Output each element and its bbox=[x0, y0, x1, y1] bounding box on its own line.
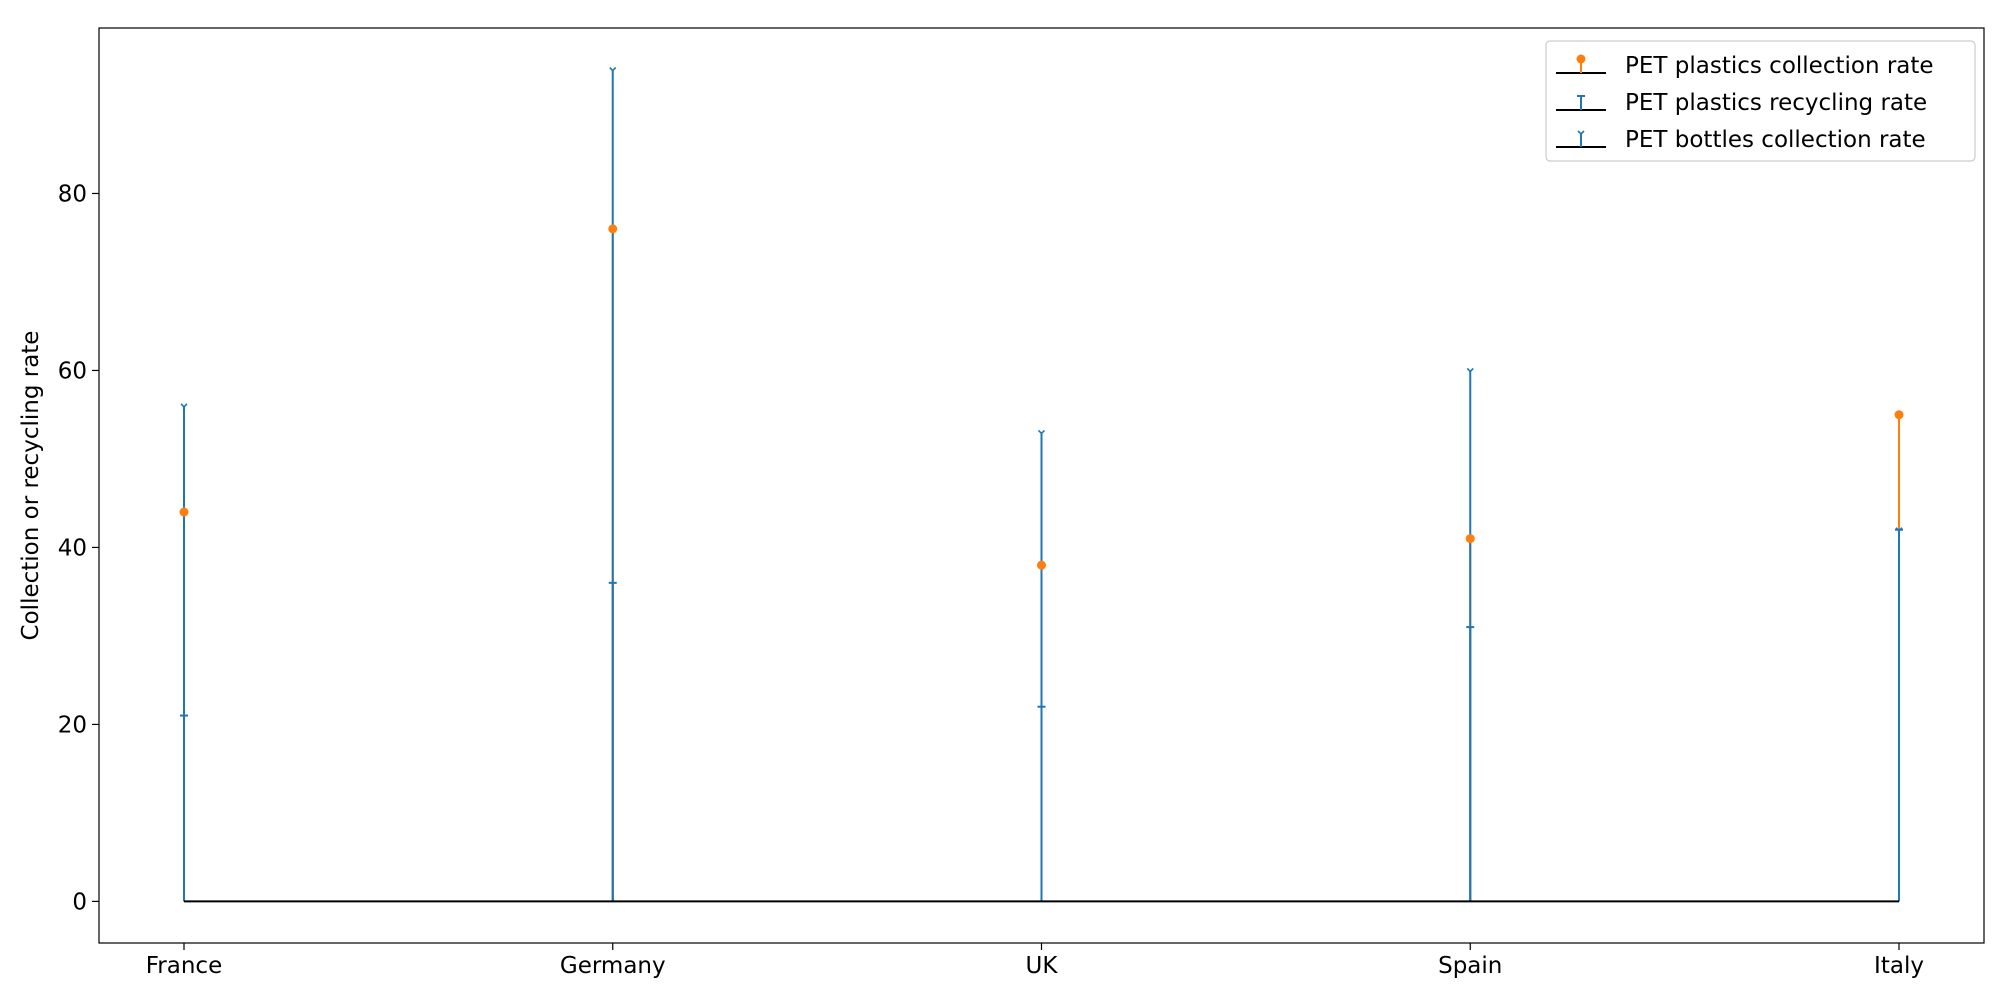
data-point bbox=[1037, 429, 1046, 435]
y-axis-label: Collection or recycling rate bbox=[18, 331, 44, 641]
legend-label: PET plastics recycling rate bbox=[1625, 90, 1927, 116]
data-point bbox=[1466, 367, 1474, 373]
legend-marker bbox=[1576, 54, 1586, 64]
y-tick-label: 20 bbox=[58, 712, 87, 738]
y-tick-label: 60 bbox=[58, 358, 87, 384]
data-point bbox=[180, 403, 188, 408]
data-point bbox=[179, 507, 189, 517]
data-point bbox=[1465, 534, 1475, 544]
y-tick-label: 40 bbox=[58, 535, 87, 561]
x-tick-label: Spain bbox=[1438, 953, 1502, 979]
legend: PET plastics collection rate PET plastics… bbox=[1545, 40, 1976, 162]
data-point bbox=[1894, 410, 1904, 420]
x-tick-label: Germany bbox=[560, 953, 666, 979]
axes: 0 20 40 60 80 France Germany UK Spain Italy bbox=[58, 27, 1985, 979]
x-tick-label: UK bbox=[1026, 953, 1059, 979]
data-point bbox=[609, 67, 617, 72]
plot-area bbox=[179, 67, 1904, 903]
y-tick-label: 0 bbox=[72, 889, 87, 915]
legend-label: PET plastics collection rate bbox=[1625, 53, 1934, 79]
x-tick-label: France bbox=[146, 953, 222, 979]
legend-marker bbox=[1577, 130, 1585, 136]
legend-box bbox=[1545, 40, 1976, 162]
data-point bbox=[608, 224, 618, 234]
y-tick-label: 80 bbox=[58, 181, 87, 207]
x-tick-label: Italy bbox=[1874, 953, 1924, 979]
data-point bbox=[1037, 560, 1046, 570]
legend-label: PET bottles collection rate bbox=[1625, 127, 1926, 153]
data-point bbox=[1895, 527, 1903, 532]
